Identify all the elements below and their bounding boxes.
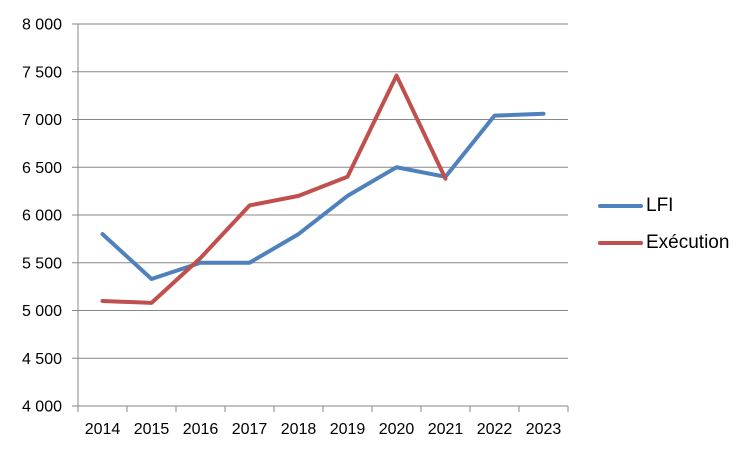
y-axis-tick-label: 5 500 <box>22 255 62 272</box>
series-line-lfi <box>100 111 546 281</box>
y-axis-tick-label: 5 000 <box>22 303 62 320</box>
x-axis-tick-label: 2014 <box>85 421 121 438</box>
x-axis-tick-label: 2016 <box>183 421 219 438</box>
y-axis-tick-label: 7 500 <box>22 64 62 81</box>
y-axis-tick-label: 8 000 <box>22 17 62 34</box>
y-axis-tick-label: 6 000 <box>22 208 62 225</box>
series-line-execution <box>100 73 448 305</box>
y-axis-tick-label: 4 000 <box>22 399 62 416</box>
legend-line-swatch-execution <box>598 241 643 245</box>
x-axis-tick-label: 2021 <box>428 421 464 438</box>
legend-label-execution: Exécution <box>646 232 730 253</box>
legend-item-lfi[interactable]: LFI <box>598 194 748 218</box>
y-axis-tick-label: 7 000 <box>22 112 62 129</box>
y-axis-tick-label: 4 500 <box>22 351 62 368</box>
x-axis-tick-label: 2020 <box>379 421 415 438</box>
x-axis-tick-label: 2017 <box>232 421 268 438</box>
y-axis-tick-label: 6 500 <box>22 160 62 177</box>
x-axis-tick-label: 2023 <box>526 421 562 438</box>
x-axis-tick-label: 2022 <box>477 421 513 438</box>
legend-label-lfi: LFI <box>646 195 674 216</box>
chart-legend: LFI Exécution <box>598 194 748 268</box>
legend-line-swatch-lfi <box>598 204 643 208</box>
x-axis-tick-label: 2019 <box>330 421 366 438</box>
x-axis-tick-label: 2015 <box>134 421 170 438</box>
x-axis-tick-label: 2018 <box>281 421 317 438</box>
legend-item-execution[interactable]: Exécution <box>598 231 748 255</box>
